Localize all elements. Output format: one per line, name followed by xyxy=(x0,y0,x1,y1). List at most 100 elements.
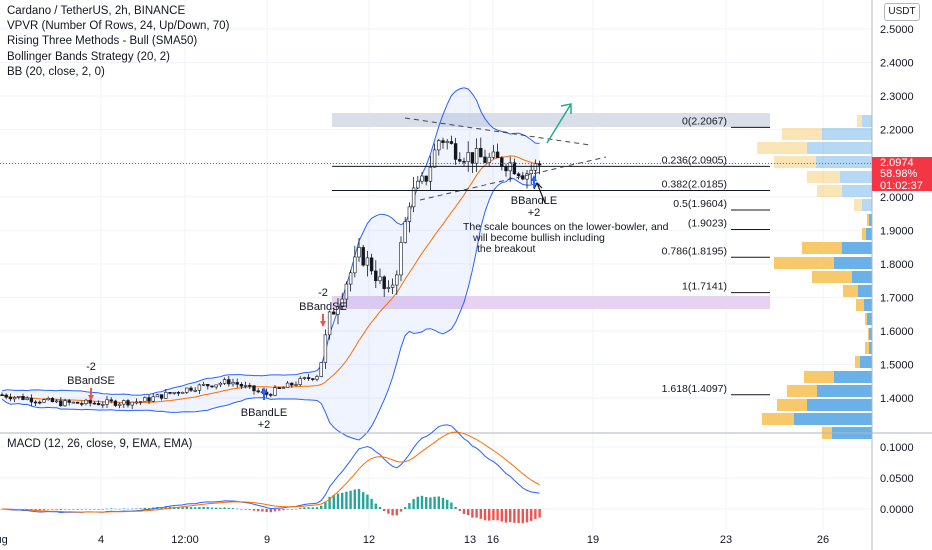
macd-histogram-bar xyxy=(471,509,474,518)
candle-body xyxy=(63,400,67,407)
macd-histogram-bar xyxy=(362,492,365,509)
macd-histogram-bar xyxy=(320,505,323,509)
macd-histogram-bar xyxy=(341,492,344,509)
macd-histogram-bar xyxy=(206,507,209,509)
macd-histogram-bar xyxy=(332,494,335,509)
macd-histogram-bar xyxy=(126,508,130,510)
macd-histogram-bar xyxy=(399,509,403,512)
candle-body xyxy=(466,152,470,162)
vp-down-bar xyxy=(757,142,807,154)
vp-down-bar xyxy=(865,342,869,354)
candle-body xyxy=(277,387,281,390)
vp-down-bar xyxy=(777,399,807,411)
candle-body xyxy=(21,396,25,400)
candle-body xyxy=(290,382,294,386)
vp-down-bar xyxy=(843,285,858,297)
chart-legend: Cardano / TetherUS, 2h, BINANCE VPVR (Nu… xyxy=(7,4,229,80)
macd-histogram-bar xyxy=(479,509,482,519)
macd-histogram-bar xyxy=(198,507,201,509)
macd-histogram-bar xyxy=(97,509,100,510)
candle-body xyxy=(172,392,176,394)
symbol-title[interactable]: Cardano / TetherUS, 2h, BINANCE xyxy=(7,5,186,17)
candle-body xyxy=(470,152,475,164)
bb-lower xyxy=(1,177,540,441)
candle-body xyxy=(273,387,277,396)
macd-histogram-bar xyxy=(534,509,537,519)
candle-body xyxy=(159,394,164,399)
candle-body xyxy=(235,382,239,385)
macd-histogram-bar xyxy=(530,509,533,521)
macd-histogram-bar xyxy=(353,489,356,509)
candle-body xyxy=(4,394,8,398)
candle-body xyxy=(403,221,407,243)
candle-body xyxy=(500,157,504,167)
signal-count: -2 xyxy=(318,287,328,299)
currency-button[interactable]: USDT xyxy=(884,3,920,21)
vp-up-bar xyxy=(816,156,872,168)
candle-body xyxy=(424,175,428,182)
trendline-lower xyxy=(419,156,607,201)
candle-body xyxy=(214,384,218,388)
macd-histogram-bar xyxy=(143,507,146,509)
candle-body xyxy=(420,175,424,182)
macd-histogram-bar xyxy=(282,509,285,511)
candle-body xyxy=(147,397,151,402)
candle-body xyxy=(105,399,109,405)
macd-histogram-bar xyxy=(72,509,75,510)
macd-pane xyxy=(0,424,541,524)
macd-histogram-bar xyxy=(462,509,466,514)
macd-histogram-bar xyxy=(189,507,193,509)
candle-body xyxy=(126,400,130,406)
vp-down-bar xyxy=(854,199,862,211)
macd-histogram-bar xyxy=(139,508,142,509)
macd-histogram-bar xyxy=(261,509,264,512)
signal-count: -2 xyxy=(86,361,96,373)
macd-tick-label: 0.0500 xyxy=(880,473,914,485)
macd-histogram-bar xyxy=(357,488,361,509)
candle-body xyxy=(189,387,193,391)
time-axis[interactable]: Aug 4 12:00 9 12 13 16 19 23 26 xyxy=(0,534,829,546)
macd-histogram-bar xyxy=(294,508,298,510)
macd-histogram-bar xyxy=(240,509,243,510)
macd-histogram-bar xyxy=(219,507,222,509)
candle-body xyxy=(323,334,328,363)
macd-axis[interactable]: 0.1000 0.0500 0.0000 xyxy=(880,442,914,516)
indicator-macd[interactable]: MACD (12, 26, close, 9, EMA, EMA) xyxy=(7,438,193,450)
vp-down-bar xyxy=(804,371,834,383)
macd-histogram-bar xyxy=(391,509,394,516)
candle-body xyxy=(374,270,378,282)
candle-body xyxy=(29,397,34,403)
macd-histogram-bar xyxy=(215,507,218,509)
candle-body xyxy=(357,247,361,258)
candle-body xyxy=(487,156,491,163)
macd-histogram-bar xyxy=(378,506,382,509)
indicator-vpvr[interactable]: VPVR (Number Of Rows, 24, Up/Down, 70) xyxy=(7,20,230,33)
candle-body xyxy=(399,242,403,276)
indicator-bb[interactable]: BB (20, close, 2, 0) xyxy=(7,65,105,78)
last-price-value: 2.0974 xyxy=(880,157,914,169)
vp-down-bar xyxy=(774,156,816,168)
candle-body xyxy=(201,384,206,386)
price-tick-label: 1.6000 xyxy=(880,326,914,338)
indicator-rising-three[interactable]: Rising Three Methods - Bull (SMA50) xyxy=(7,35,198,48)
fib-label: 1.618(1.4097) xyxy=(662,383,727,395)
candle-body xyxy=(130,401,134,406)
macd-histogram-bar xyxy=(299,507,302,509)
candle-body xyxy=(479,148,483,158)
indicator-bb-strategy[interactable]: Bollinger Bands Strategy (20, 2) xyxy=(7,50,171,63)
candle-body xyxy=(483,156,487,163)
drawings xyxy=(404,103,607,204)
candle-body xyxy=(340,298,344,307)
candle-body xyxy=(327,311,332,336)
breakout-arrow xyxy=(546,103,572,144)
macd-histogram-bar xyxy=(80,509,83,510)
fib-label: 1(1.7141) xyxy=(682,281,727,293)
signal-line xyxy=(1,431,540,513)
macd-tick-label: 0.1000 xyxy=(880,442,914,454)
price-axis[interactable]: 2.50002.40002.30002.20002.10002.00001.90… xyxy=(880,24,914,405)
candle-body xyxy=(33,401,38,404)
candle-body xyxy=(491,151,496,158)
macd-histogram-bar xyxy=(105,508,109,510)
macd-histogram-bar xyxy=(483,509,487,521)
